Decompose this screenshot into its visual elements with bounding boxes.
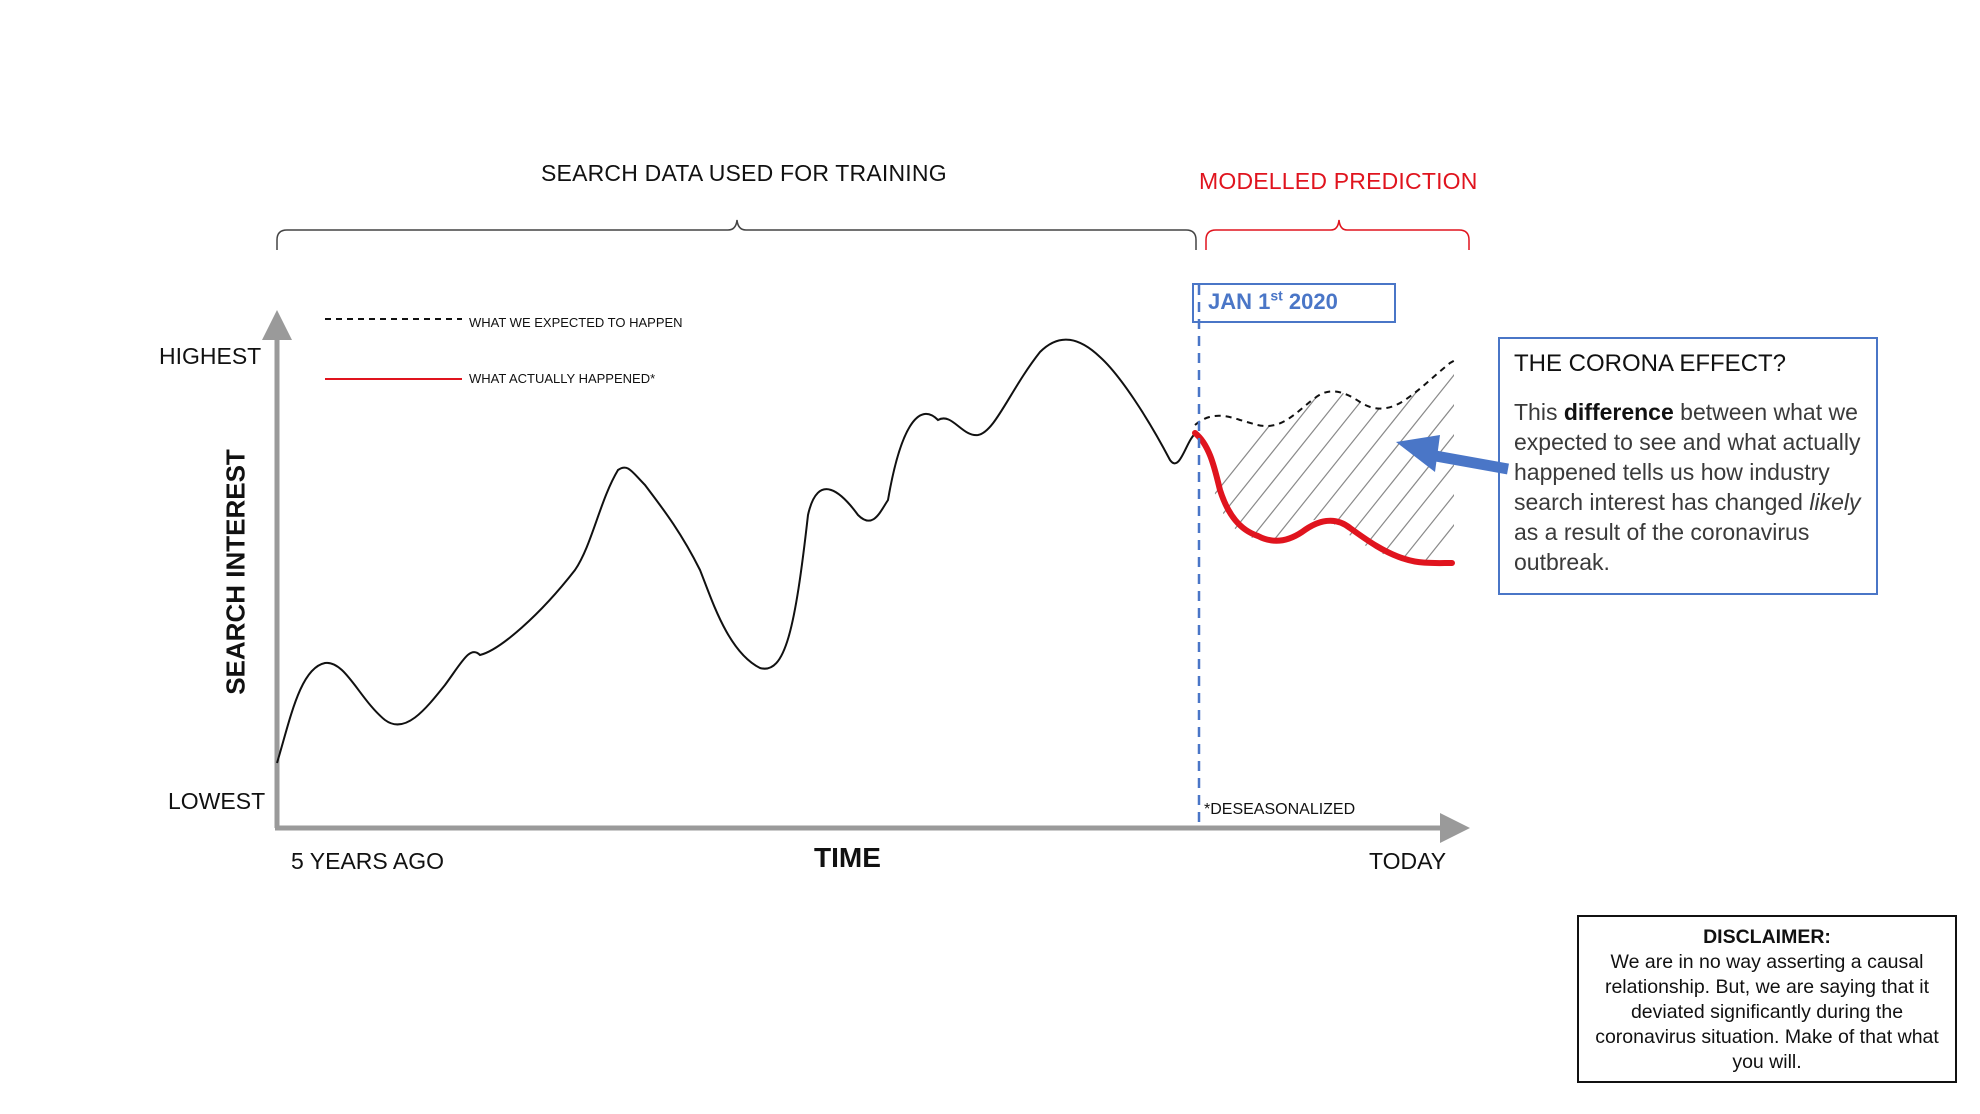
date-marker-suffix: st [1270,287,1283,304]
prediction-section-label: MODELLED PREDICTION [1199,168,1478,194]
hatch-line [1413,360,1454,562]
deseasonalized-footnote: *DESEASONALIZED [1204,801,1356,818]
callout-text-1: This [1514,399,1564,425]
hatch-line [1365,360,1454,562]
legend-expected-label: WHAT WE EXPECTED TO HAPPEN [469,315,683,330]
date-marker-prefix: JAN 1 [1208,289,1271,314]
callout-italic: likely [1809,489,1861,515]
callout-emphasis: difference [1563,399,1674,425]
callout-arrow [1429,449,1509,475]
callout-text-2: between what we expected to see and what… [1514,399,1861,515]
date-marker-year: 2020 [1282,289,1338,314]
date-marker-box: JAN 1st 2020 [1192,283,1396,323]
actual-line [1192,430,1455,567]
disclaimer-box: DISCLAIMER: We are in no way asserting a… [1577,915,1957,1083]
x-axis-start-label: 5 YEARS AGO [291,848,444,874]
callout-text-3: as a result of the coronavirus outbreak. [1514,519,1810,575]
expected-line [1194,358,1458,428]
callout-title: THE CORONA EFFECT? [1514,350,1787,377]
disclaimer-title: DISCLAIMER: [1703,926,1831,948]
x-axis-end-label: TODAY [1369,848,1447,874]
prediction-bracket [1205,219,1470,250]
y-axis-low-label: LOWEST [168,788,266,814]
y-axis-high-label: HIGHEST [159,343,262,369]
hatch-line [1221,360,1403,562]
training-bracket [276,219,1197,250]
callout-arrow-head [1396,435,1440,472]
history-line [276,338,1197,764]
callout-body: This difference between what we expected… [1514,397,1862,577]
training-section-label: SEARCH DATA USED FOR TRAINING [541,160,947,186]
x-axis-title: TIME [814,842,881,873]
y-axis-title: SEARCH INTEREST [220,449,251,695]
disclaimer-body: We are in no way asserting a causal rela… [1595,951,1939,1073]
legend-actual-label: WHAT ACTUALLY HAPPENED* [469,371,656,386]
corona-effect-callout: THE CORONA EFFECT? This difference betwe… [1498,337,1878,595]
hatch-line [1389,360,1454,562]
